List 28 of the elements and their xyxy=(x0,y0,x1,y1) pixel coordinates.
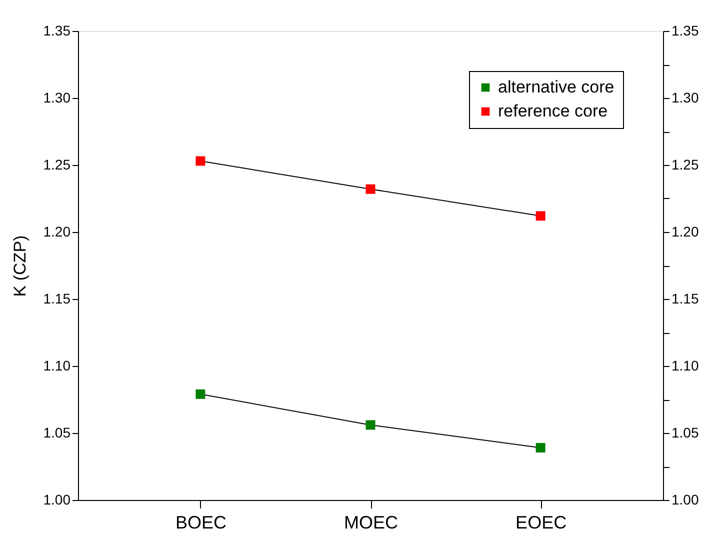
y2-tick-label: 1.15 xyxy=(672,290,699,306)
y2-tick-label: 1.35 xyxy=(672,22,699,38)
point xyxy=(366,184,376,194)
y-tick-label: 1.30 xyxy=(43,90,71,106)
legend-label: reference core xyxy=(498,102,608,120)
y2-tick-label: 1.00 xyxy=(672,492,699,508)
y2-tick-label: 1.10 xyxy=(672,358,699,374)
x-tick-label: MOEC xyxy=(344,512,398,532)
y2-tick-label: 1.05 xyxy=(672,424,699,440)
y2-tick-label: 1.20 xyxy=(672,224,699,240)
y2-tick-label: 1.25 xyxy=(672,156,699,172)
y-tick-label: 1.25 xyxy=(43,156,71,172)
y-tick-label: 1.00 xyxy=(43,492,71,508)
y-tick-label: 1.05 xyxy=(43,424,71,440)
y-tick-label: 1.20 xyxy=(43,224,71,240)
point xyxy=(196,156,206,166)
y-axis-title: K (CZP) xyxy=(10,235,30,297)
point xyxy=(366,420,376,430)
y2-tick-label: 1.30 xyxy=(672,90,699,106)
y-tick-label: 1.10 xyxy=(43,358,71,374)
x-tick-label: EOEC xyxy=(516,512,567,532)
point xyxy=(196,389,206,399)
x-tick-label: BOEC xyxy=(175,512,226,532)
point xyxy=(536,211,546,221)
y-tick-label: 1.15 xyxy=(43,290,71,306)
point xyxy=(536,442,546,452)
legend-label: alternative core xyxy=(498,78,614,96)
y-tick-label: 1.35 xyxy=(43,22,71,38)
